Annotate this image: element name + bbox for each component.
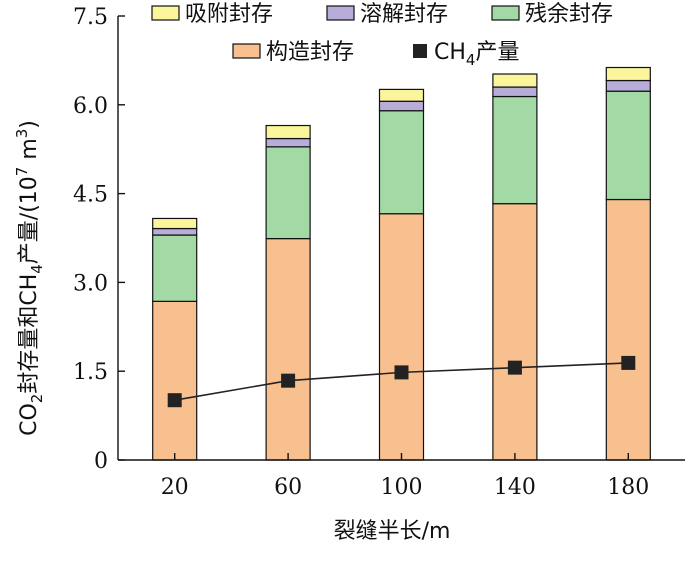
legend-label-row2: 构造封存 <box>266 40 354 65</box>
y-tick-label-7.5: 7.5 <box>73 5 108 30</box>
y-axis-title-middle: 封存量和CH <box>17 274 42 394</box>
y-axis-title-sup2: 3 <box>13 129 31 139</box>
y-axis-title-prefix: CO <box>17 403 42 436</box>
bar-segment-180-series-2 <box>605 79 651 92</box>
bar-segment-20-series-2 <box>152 227 198 236</box>
bar-segment-140-series-2 <box>492 86 538 98</box>
bar-segment-140-series-3 <box>492 73 538 88</box>
bar-segment-100-series-3 <box>378 88 425 102</box>
ch4-marker-100 <box>394 365 409 380</box>
y-tick-label-3.0: 3.0 <box>73 271 108 296</box>
bar-segment-60-series-3 <box>265 124 311 140</box>
x-tick-label-100: 100 <box>381 475 423 500</box>
bar-segment-20-series-3 <box>152 217 198 230</box>
legend-label-ch4-name: CH <box>434 40 466 65</box>
legend-label-2: 残余封存 <box>525 2 613 27</box>
y-axis-title-sub2: 4 <box>28 264 46 274</box>
y-axis-title-sup: 7 <box>13 167 31 177</box>
bar-segment-180-series-0 <box>605 198 651 461</box>
legend-swatch-0 <box>151 5 180 21</box>
legend-label-ch4-suffix: 产量 <box>475 40 519 65</box>
bar-segment-140-series-1 <box>492 95 538 205</box>
ch4-marker-20 <box>167 393 182 408</box>
y-axis-title-unit: m <box>17 138 42 166</box>
ch4-marker-60 <box>281 373 296 388</box>
bar-segment-100-series-2 <box>378 100 425 112</box>
bar-segment-100-series-1 <box>378 110 425 215</box>
y-axis-title-close: ) <box>17 120 42 129</box>
bar-segment-180-series-1 <box>605 90 651 201</box>
bar-segment-20-series-1 <box>152 234 198 302</box>
y-axis-title-sub1: 2 <box>28 394 46 404</box>
y-tick-label-4.5: 4.5 <box>73 183 108 208</box>
x-tick-label-20: 20 <box>161 475 189 500</box>
bar-segment-60-series-2 <box>265 137 311 148</box>
x-tick-label-60: 60 <box>274 475 302 500</box>
bars-layer <box>152 66 651 461</box>
legend-swatch-row2 <box>232 43 261 59</box>
x-tick-label-140: 140 <box>494 475 536 500</box>
ch4-marker-140 <box>507 360 522 375</box>
legend-marker-ch4 <box>413 44 427 58</box>
y-axis-title-suffix: 产量/(10 <box>17 176 42 264</box>
bar-segment-180-series-3 <box>605 66 651 82</box>
y-tick-label-1.5: 1.5 <box>73 360 108 385</box>
x-axis-title: 裂缝半长/m <box>334 519 451 544</box>
ch4-line-layer <box>167 355 636 408</box>
x-tick-label-180: 180 <box>607 475 649 500</box>
legend-swatch-1 <box>326 5 355 21</box>
ch4-marker-180 <box>621 355 636 370</box>
legend-swatch-2 <box>491 5 520 21</box>
axes-layer: 0 1.5 3.0 4.5 6.0 7.5 20 60 100 140 180 <box>73 5 685 500</box>
bar-segment-60-series-1 <box>265 146 311 240</box>
legend-label-1: 溶解封存 <box>360 2 448 27</box>
legend-label-ch4: CH4产量 <box>434 40 519 69</box>
bar-segment-100-series-0 <box>378 213 425 461</box>
legend-label-0: 吸附封存 <box>185 2 273 27</box>
bar-segment-20-series-0 <box>152 300 198 461</box>
y-tick-label-6.0: 6.0 <box>73 94 108 119</box>
bar-segment-60-series-0 <box>265 237 311 461</box>
y-axis-title: CO2封存量和CH4产量/(107 m3) <box>13 120 46 436</box>
y-tick-label-0: 0 <box>94 449 108 474</box>
bar-segment-140-series-0 <box>492 203 538 461</box>
legend-label-ch4-sub: 4 <box>466 51 476 69</box>
